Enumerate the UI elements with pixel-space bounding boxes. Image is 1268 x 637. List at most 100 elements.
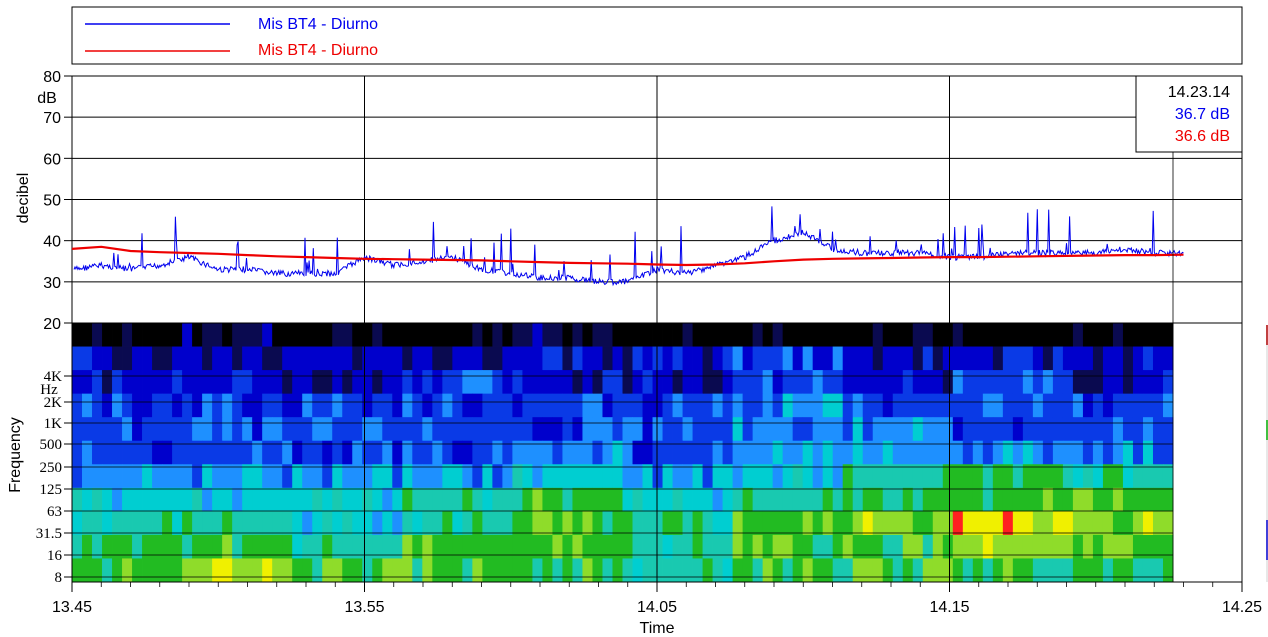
spectrogram-cell: [842, 440, 854, 465]
spectrogram-cell: [1072, 558, 1084, 583]
spectrogram-cell: [692, 393, 703, 418]
spectrogram-cell: [1142, 346, 1154, 371]
spectrogram-cell: [682, 487, 693, 512]
spectrogram-cell: [842, 393, 854, 418]
spectrogram-cell: [582, 558, 593, 583]
spectrogram-cell: [502, 534, 513, 559]
spectrogram-cell: [942, 323, 954, 347]
freq-tick-label: 1K: [44, 416, 63, 432]
spectrogram-cell: [362, 558, 373, 583]
freq-tick-label: 250: [40, 460, 63, 476]
y-tick-label: 30: [43, 275, 61, 292]
spectrogram-cell: [292, 487, 303, 512]
spectrogram-cell: [592, 393, 603, 418]
spectrogram-cell: [1082, 487, 1094, 512]
spectrogram-cell: [912, 370, 924, 395]
spectrogram-cell: [882, 464, 894, 489]
spectrogram-cell: [212, 417, 223, 442]
spectrogram-cell: [902, 534, 914, 559]
spectrogram-cell: [392, 417, 403, 442]
spectrogram-cell: [822, 393, 834, 418]
spectrogram-cell: [682, 417, 693, 442]
spectrogram-cell: [292, 393, 303, 418]
spectrogram-cell: [312, 558, 323, 583]
spectrogram-cell: [302, 558, 313, 583]
spectrogram-cell: [612, 487, 623, 512]
spectrogram-cell: [362, 393, 373, 418]
spectrogram-cell: [512, 393, 523, 418]
spectrogram-cell: [582, 440, 593, 465]
spectrogram-cell: [602, 417, 613, 442]
spectrogram-cell: [462, 534, 473, 559]
spectrogram-cell: [242, 511, 253, 536]
spectrogram-cell: [992, 393, 1004, 418]
spectrogram-cell: [1102, 417, 1114, 442]
spectrogram-cell: [852, 346, 864, 371]
spectrogram-cell: [302, 534, 313, 559]
spectrogram-cell: [672, 417, 683, 442]
spectrogram-cell: [632, 370, 643, 395]
spectrogram-cell: [462, 464, 473, 489]
spectrogram-cell: [992, 370, 1004, 395]
spectrogram-cell: [362, 487, 373, 512]
spectrogram-cell: [1152, 464, 1164, 489]
spectrogram-cell: [1152, 440, 1164, 465]
spectrogram-cell: [952, 464, 964, 489]
spectrogram-cell: [272, 440, 283, 465]
spectrogram-cell: [142, 417, 153, 442]
spectrogram-cell: [952, 534, 964, 559]
spectrogram-cell: [602, 393, 613, 418]
spectrogram-cell: [382, 558, 393, 583]
spectrogram-cell: [412, 393, 423, 418]
spectrogram-cell: [902, 511, 914, 536]
spectrogram-cell: [372, 487, 383, 512]
spectrogram-cell: [312, 464, 323, 489]
spectrogram-cell: [452, 346, 463, 371]
spectrogram-cell: [312, 487, 323, 512]
spectrogram-cell: [202, 511, 213, 536]
spectrogram-cell: [882, 393, 894, 418]
spectrogram-cell: [912, 487, 924, 512]
spectrogram-cell: [82, 558, 93, 583]
frequency-axis-label: Frequency: [7, 417, 24, 493]
spectrogram-cell: [582, 487, 593, 512]
spectrogram-cell: [802, 534, 814, 559]
spectrogram-cell: [712, 511, 723, 536]
spectrogram-cell: [862, 534, 874, 559]
spectrogram-cell: [322, 464, 333, 489]
series-line-blue: [73, 206, 1184, 287]
spectrogram-cell: [302, 323, 313, 347]
spectrogram-cell: [692, 534, 703, 559]
spectrogram-cell: [632, 511, 643, 536]
spectrogram-cell: [1012, 393, 1024, 418]
spectrogram-cell: [912, 440, 924, 465]
spectrogram-cell: [442, 346, 453, 371]
spectrogram-cell: [1062, 558, 1074, 583]
spectrogram-cell: [1032, 558, 1044, 583]
spectrogram-cell: [822, 464, 834, 489]
spectrogram-cell: [352, 558, 363, 583]
spectrogram-cell: [512, 440, 523, 465]
spectrogram-cell: [602, 534, 613, 559]
spectrogram-cell: [1052, 393, 1064, 418]
spectrogram-cell: [582, 417, 593, 442]
spectrogram-cell: [572, 558, 583, 583]
spectrogram-cell: [732, 440, 744, 465]
spectrogram-cell: [492, 511, 503, 536]
spectrogram-cell: [292, 370, 303, 395]
spectrogram-cell: [672, 346, 683, 371]
spectrogram-cell: [952, 346, 964, 371]
spectrogram-cell: [252, 346, 263, 371]
spectrogram-cell: [382, 487, 393, 512]
spectrogram-cell: [642, 346, 653, 371]
spectrogram-cell: [1162, 487, 1174, 512]
spectrogram-cell: [112, 393, 123, 418]
spectrogram-cell: [1102, 346, 1114, 371]
spectrogram-cell: [942, 487, 954, 512]
spectrogram-cell: [302, 346, 313, 371]
spectrogram-cell: [532, 440, 543, 465]
spectrogram-cell: [602, 323, 613, 347]
spectrogram-cell: [162, 487, 173, 512]
spectrogram-cell: [962, 323, 974, 347]
spectrogram-cell: [1102, 370, 1114, 395]
